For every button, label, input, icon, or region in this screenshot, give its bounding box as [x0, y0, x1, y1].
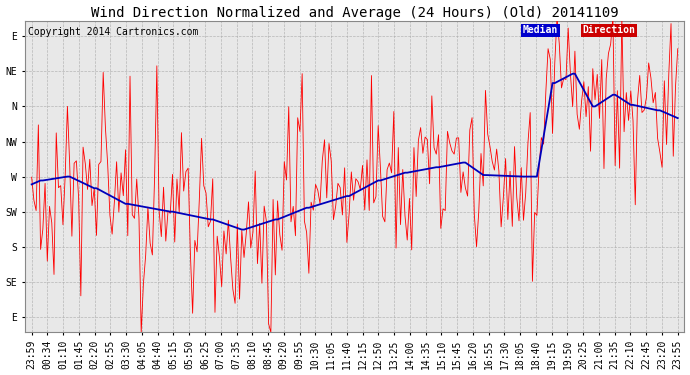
Text: Copyright 2014 Cartronics.com: Copyright 2014 Cartronics.com [28, 27, 199, 37]
Text: Direction: Direction [582, 26, 635, 35]
Title: Wind Direction Normalized and Average (24 Hours) (Old) 20141109: Wind Direction Normalized and Average (2… [91, 6, 618, 20]
Text: Median: Median [523, 26, 558, 35]
